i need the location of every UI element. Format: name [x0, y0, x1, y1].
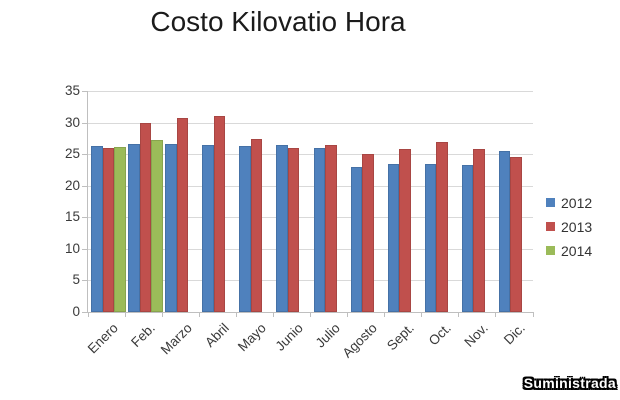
- x-axis-tick: [235, 312, 237, 317]
- legend-item-2012: 2012: [546, 194, 592, 211]
- bar-2013-abril: [213, 116, 226, 312]
- bar-2012-agosto: [350, 166, 363, 312]
- watermark-label: Suministrada: [523, 375, 616, 391]
- bar-2013-nov: [473, 149, 485, 312]
- x-axis-tick: [124, 312, 126, 317]
- y-axis-tick: [82, 217, 87, 219]
- x-axis-tick: [421, 312, 423, 317]
- x-axis-tick: [458, 312, 460, 317]
- bar-2012-nov: [461, 164, 474, 312]
- bar-2012-feb: [128, 144, 140, 312]
- gridline-y-20: [88, 185, 533, 187]
- y-axis-tick-label: 25: [64, 146, 80, 162]
- y-axis-tick: [82, 312, 87, 313]
- legend-label-2014: 2014: [561, 242, 593, 259]
- y-axis-tick-label: 5: [72, 272, 80, 288]
- x-axis-tick: [347, 312, 349, 317]
- x-axis-tick: [272, 312, 274, 317]
- legend: 2012 2013 2014: [546, 194, 592, 266]
- y-axis-tick: [82, 154, 87, 156]
- bar-2012-junio: [276, 144, 288, 312]
- bar-2013-junio: [287, 148, 300, 312]
- x-axis-tick: [161, 312, 163, 317]
- gridline-y-25: [88, 154, 533, 156]
- bar-2014-feb: [151, 140, 163, 312]
- y-axis-tick-label: 20: [64, 177, 80, 193]
- y-axis-tick: [82, 185, 87, 187]
- legend-swatch-2014: [546, 246, 555, 255]
- x-axis-tick: [87, 312, 89, 317]
- bar-2012-marzo: [165, 144, 177, 312]
- bar-2014-enero: [114, 146, 126, 312]
- gridline-y-15: [88, 217, 533, 219]
- x-axis-tick: [495, 312, 497, 317]
- gridline-y-30: [88, 122, 533, 124]
- legend-label-2012: 2012: [561, 194, 593, 211]
- bar-2012-dic: [498, 151, 511, 312]
- bar-2012-sept: [387, 164, 400, 312]
- y-axis-tick-label: 10: [64, 240, 80, 256]
- x-axis-tick: [532, 312, 534, 317]
- x-axis-tick: [198, 312, 200, 317]
- bar-2013-agosto: [362, 153, 374, 312]
- y-axis-line: [87, 91, 88, 312]
- bar-2012-oct: [424, 164, 437, 312]
- bar-2013-enero: [102, 148, 114, 312]
- bar-2013-dic: [510, 157, 522, 312]
- legend-swatch-2013: [546, 222, 555, 231]
- bar-2013-mayo: [250, 139, 263, 312]
- gridline-y-5: [88, 280, 533, 282]
- y-axis-tick-label: 0: [72, 304, 80, 319]
- bar-2012-abril: [202, 145, 214, 312]
- bar-2013-julio: [325, 145, 337, 312]
- gridline-y-10: [88, 248, 533, 250]
- x-axis-tick: [384, 312, 386, 317]
- bar-2013-marzo: [176, 118, 189, 312]
- y-axis-tick: [82, 91, 87, 92]
- gridline-y-35: [88, 91, 533, 92]
- bar-2012-enero: [91, 145, 103, 312]
- bar-2013-oct: [436, 141, 448, 312]
- y-axis-tick: [82, 122, 87, 124]
- y-axis-tick-label: 15: [64, 209, 80, 225]
- legend-label-2013: 2013: [561, 218, 593, 235]
- y-axis-tick-label: 30: [64, 114, 80, 130]
- bar-2013-feb: [139, 122, 152, 312]
- y-axis-tick: [82, 280, 87, 282]
- x-axis-tick: [310, 312, 311, 317]
- chart-title: Costo Kilovatio Hora: [150, 6, 406, 37]
- bar-2012-mayo: [239, 145, 251, 312]
- bar-2012-julio: [313, 148, 325, 312]
- y-axis-tick-label: 35: [64, 83, 80, 98]
- y-axis-tick: [82, 248, 87, 250]
- legend-item-2013: 2013: [546, 218, 592, 235]
- x-axis-category-label-dic: Dic.: [501, 320, 529, 348]
- bar-2013-sept: [399, 149, 411, 312]
- legend-swatch-2012: [546, 198, 555, 207]
- plot-area: [82, 91, 534, 317]
- legend-item-2014: 2014: [546, 242, 592, 259]
